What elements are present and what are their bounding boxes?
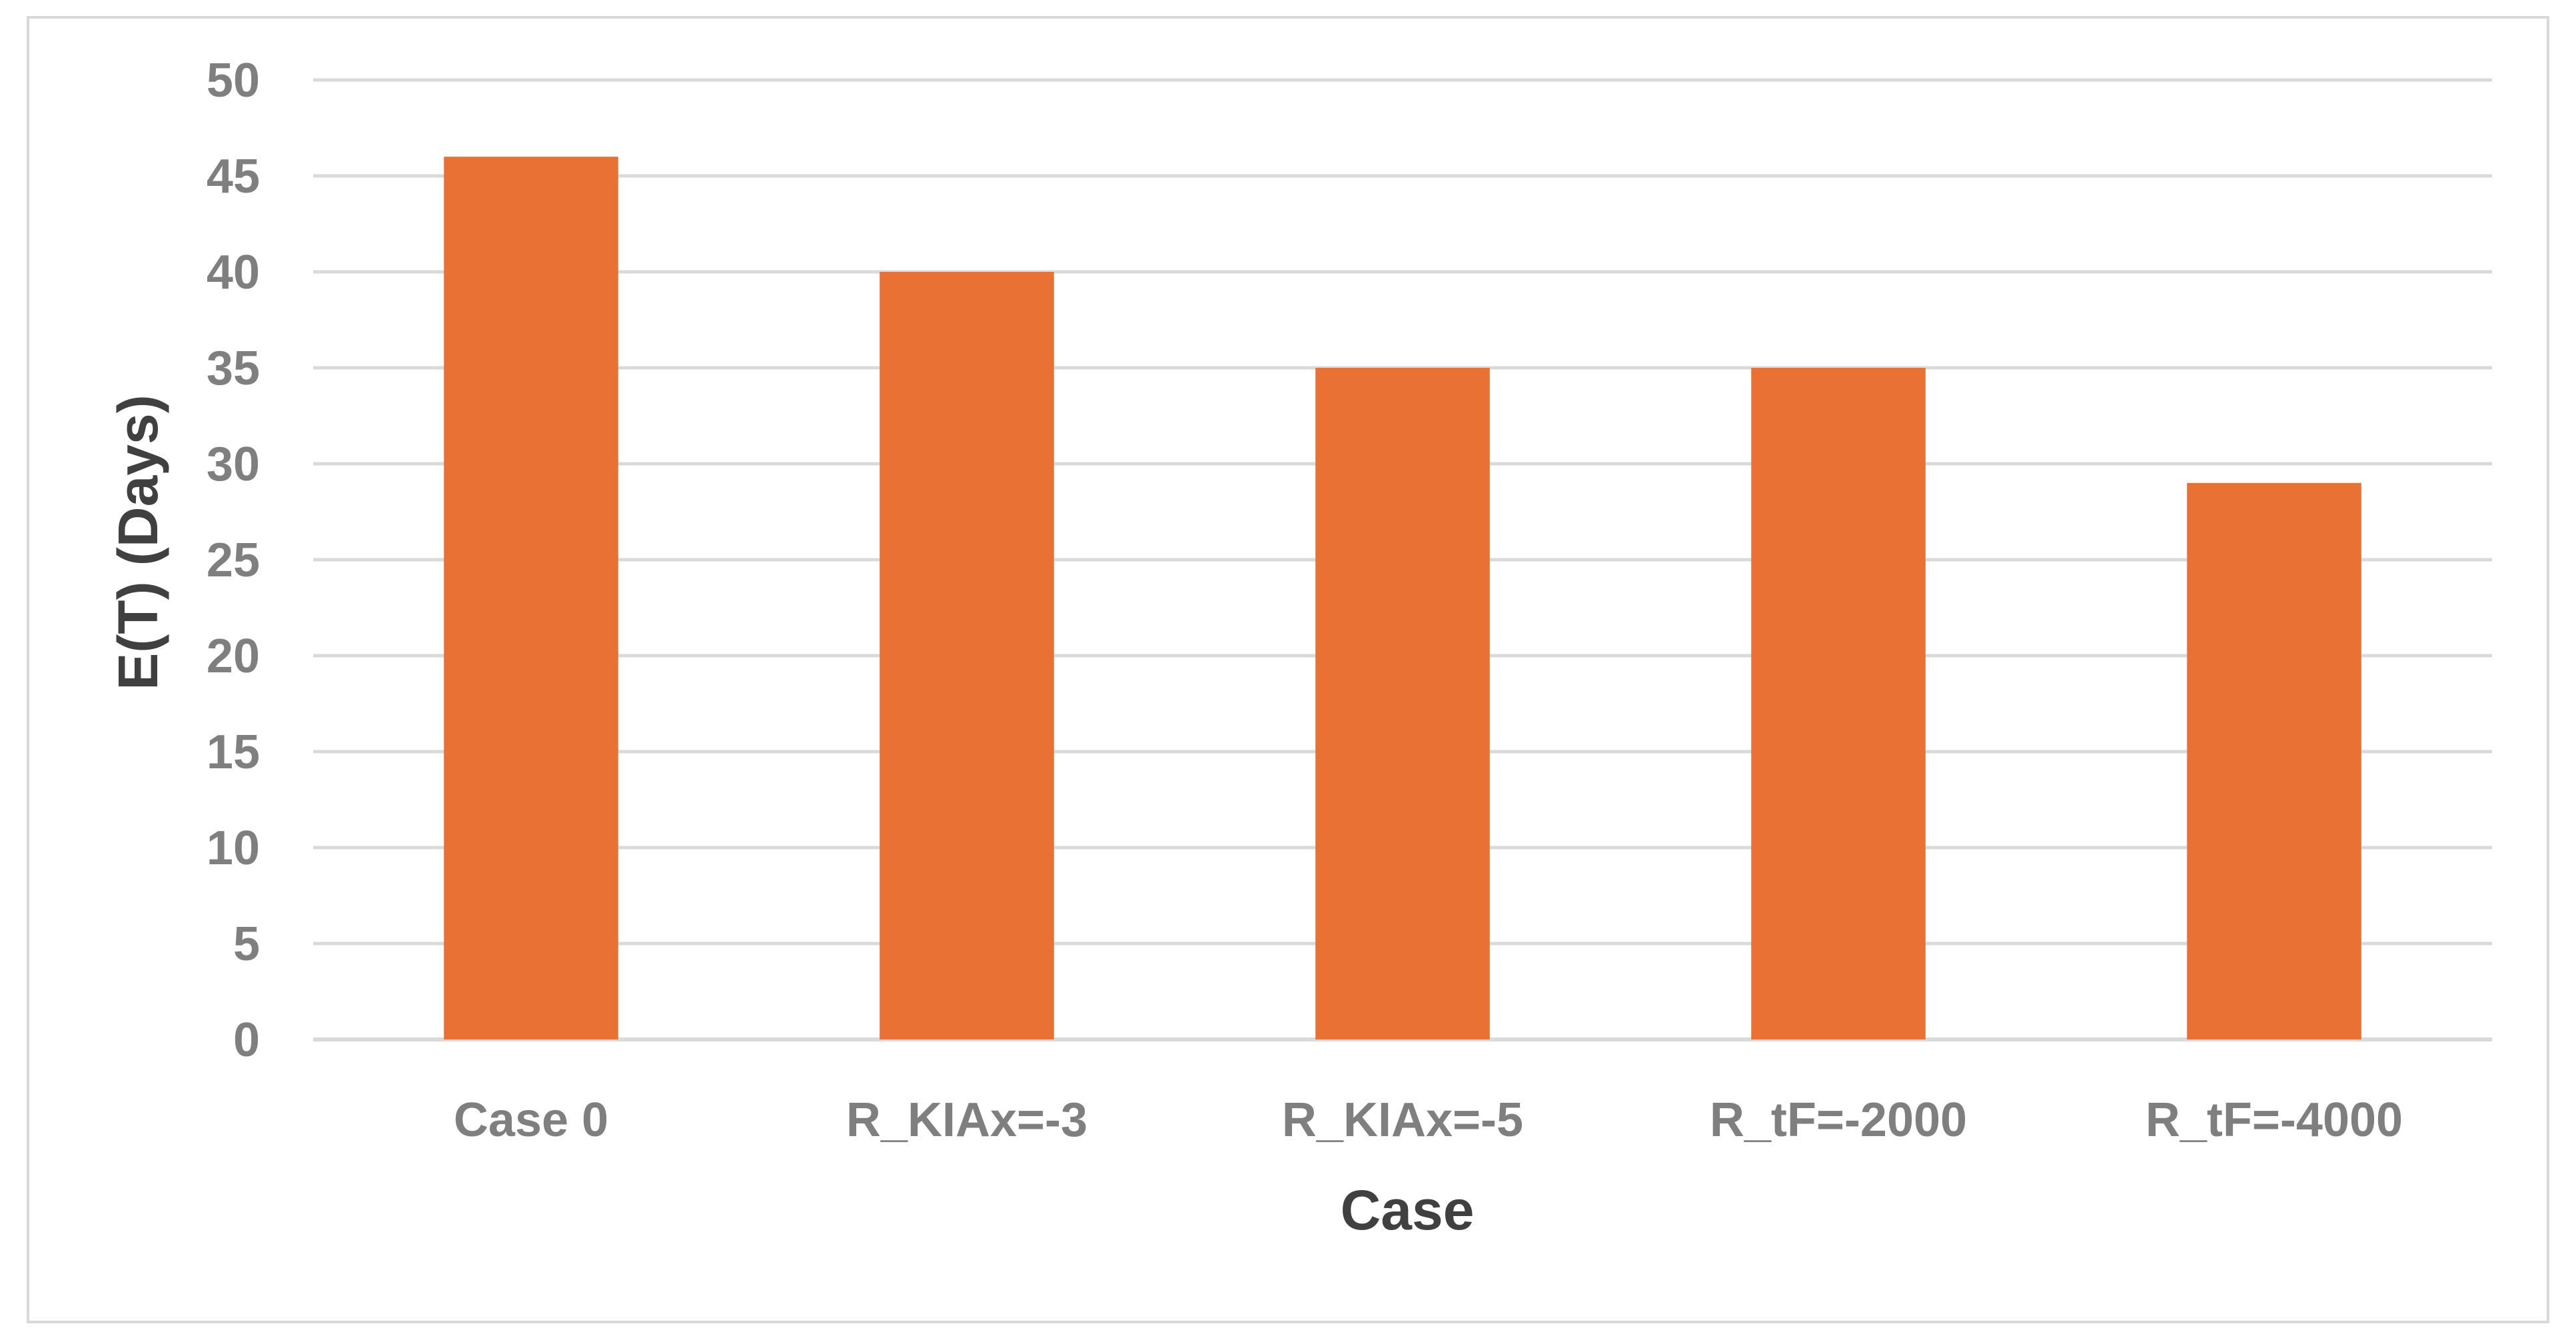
x-tick-label: R_KIAx=-5 [1282,1093,1523,1147]
y-tick-label: 10 [207,822,260,875]
y-tick-label: 0 [233,1013,260,1067]
bar [880,272,1054,1039]
bar [1751,368,1926,1039]
x-axis-ticks: Case 0 R_KIAx=-3 R_KIAx=-5 R_tF=-2000 R_tF=-… [454,1093,2403,1147]
x-tick-label: R_KIAx=-3 [846,1093,1087,1147]
y-tick-label: 25 [207,534,260,587]
y-tick-label: 45 [207,150,260,203]
y-tick-label: 30 [207,438,260,491]
x-tick-label: Case 0 [454,1093,608,1147]
x-tick-label: R_tF=-4000 [2146,1093,2403,1147]
y-tick-label: 50 [207,54,260,107]
y-tick-label: 20 [207,630,260,683]
bar [444,157,618,1040]
x-axis-title: Case [1341,1179,1475,1241]
x-tick-label: R_tF=-2000 [1710,1093,1967,1147]
bar [1315,368,1490,1039]
bar [2187,482,2361,1039]
y-axis-title: E(T) (Days) [107,394,169,690]
y-tick-label: 15 [207,726,260,779]
y-tick-label: 40 [207,246,260,299]
gridlines [313,78,2492,1041]
y-tick-label: 35 [207,342,260,395]
y-tick-label: 5 [233,918,260,971]
bars [444,157,2361,1040]
y-axis-ticks: 0 5 10 15 20 25 30 35 40 45 50 [207,54,260,1067]
